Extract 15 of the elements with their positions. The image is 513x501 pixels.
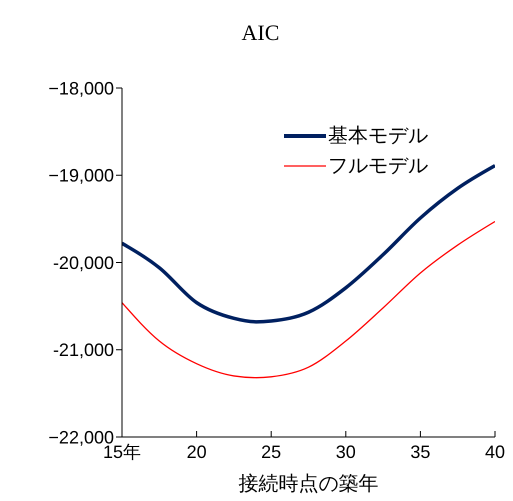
y-tick-label: -21,000 [52, 340, 114, 360]
y-tick-label: −19,000 [48, 166, 114, 186]
x-tick-label: 20 [186, 442, 207, 462]
x-tick-label: 25 [261, 442, 282, 462]
x-tick-label: 30 [336, 442, 356, 462]
line-series [122, 220, 495, 378]
x-axis-title: 接続時点の築年 [238, 472, 380, 497]
x-tick-label: 35 [410, 442, 430, 462]
legend-label: フルモデル [328, 154, 428, 179]
y-tick-label: −18,000 [48, 78, 114, 98]
legend-label: 基本モデル [328, 124, 428, 149]
chart-title: AIC [240, 20, 280, 46]
y-tick-label: -20,000 [52, 252, 114, 273]
y-tick-label: −22,000 [48, 427, 114, 448]
x-tick-label: 40 [484, 442, 506, 462]
